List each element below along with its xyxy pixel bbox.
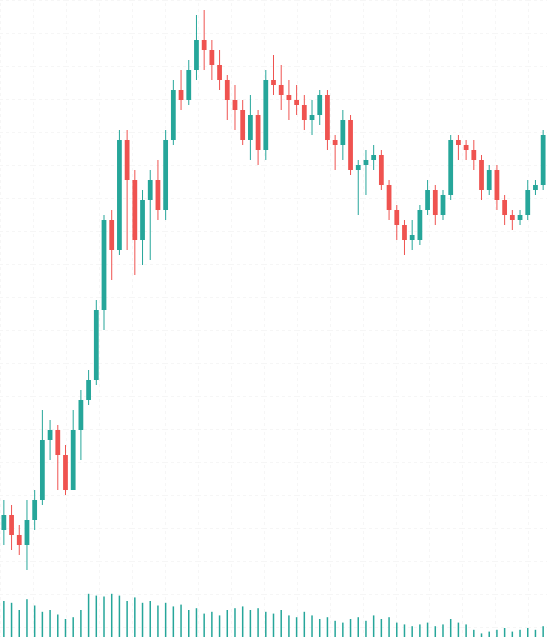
candle-body (448, 140, 454, 195)
candle-body (217, 65, 222, 80)
candle-body (479, 160, 484, 190)
candle-body (1, 515, 7, 530)
candle-body (278, 85, 284, 95)
candle-body (70, 430, 76, 490)
candle-body (425, 190, 430, 210)
candle-body (132, 180, 138, 240)
candle-body (286, 95, 292, 100)
candle-body (263, 80, 269, 150)
candle-body (456, 140, 461, 145)
candle-body (533, 185, 538, 190)
candle-body (16, 535, 22, 545)
candle-body (417, 210, 423, 240)
candle-body (109, 220, 115, 250)
candle-body (255, 115, 261, 150)
candle-body (540, 135, 546, 185)
candle-body (332, 140, 338, 145)
candle-body (201, 40, 207, 50)
candle-body (463, 145, 469, 150)
candle-body (86, 380, 91, 400)
candle-body (440, 195, 446, 215)
candle-body (178, 90, 184, 100)
candle-body (517, 215, 523, 220)
candle-body (101, 220, 107, 310)
candle-body (224, 80, 230, 100)
candle-body (378, 155, 384, 185)
candle-body (394, 210, 400, 225)
candle-body (409, 235, 415, 240)
candle-body (294, 100, 300, 105)
candle-body (432, 190, 438, 215)
candle-body (471, 150, 477, 160)
candle-body (525, 190, 531, 215)
candle-body (494, 170, 500, 200)
candle-body (402, 225, 407, 240)
candle-body (39, 440, 45, 500)
candle-body (155, 180, 161, 210)
candle-body (325, 95, 330, 140)
candle-body (47, 430, 53, 440)
candle-body (247, 115, 253, 140)
candle-body (170, 90, 176, 140)
candle-body (209, 50, 215, 65)
candle-body (32, 500, 38, 520)
candle-body (371, 155, 377, 160)
candle-body (309, 115, 315, 120)
candle-body (232, 100, 238, 110)
candle-body (301, 105, 307, 120)
candle-body (502, 200, 508, 215)
candle-body (486, 170, 492, 190)
candle-body (117, 140, 122, 250)
candle-body (194, 40, 199, 70)
candle-body (63, 455, 68, 490)
candle-body (163, 140, 169, 210)
candle-body (348, 120, 353, 170)
candle-body (78, 400, 84, 430)
candle-body (386, 185, 392, 210)
candle-body (186, 70, 192, 100)
candle-body (55, 430, 61, 455)
candle-body (271, 80, 276, 85)
candle-body (509, 215, 515, 220)
candle-body (340, 120, 346, 145)
candle-body (355, 165, 361, 170)
candle-body (9, 515, 14, 535)
candle-body (93, 310, 99, 380)
candle-body (140, 200, 145, 240)
candle-body (147, 180, 153, 200)
candle-body (363, 160, 369, 165)
candle-body (317, 95, 323, 115)
candle-body (24, 520, 30, 545)
candle-body (124, 140, 130, 180)
candle-body (240, 110, 246, 140)
